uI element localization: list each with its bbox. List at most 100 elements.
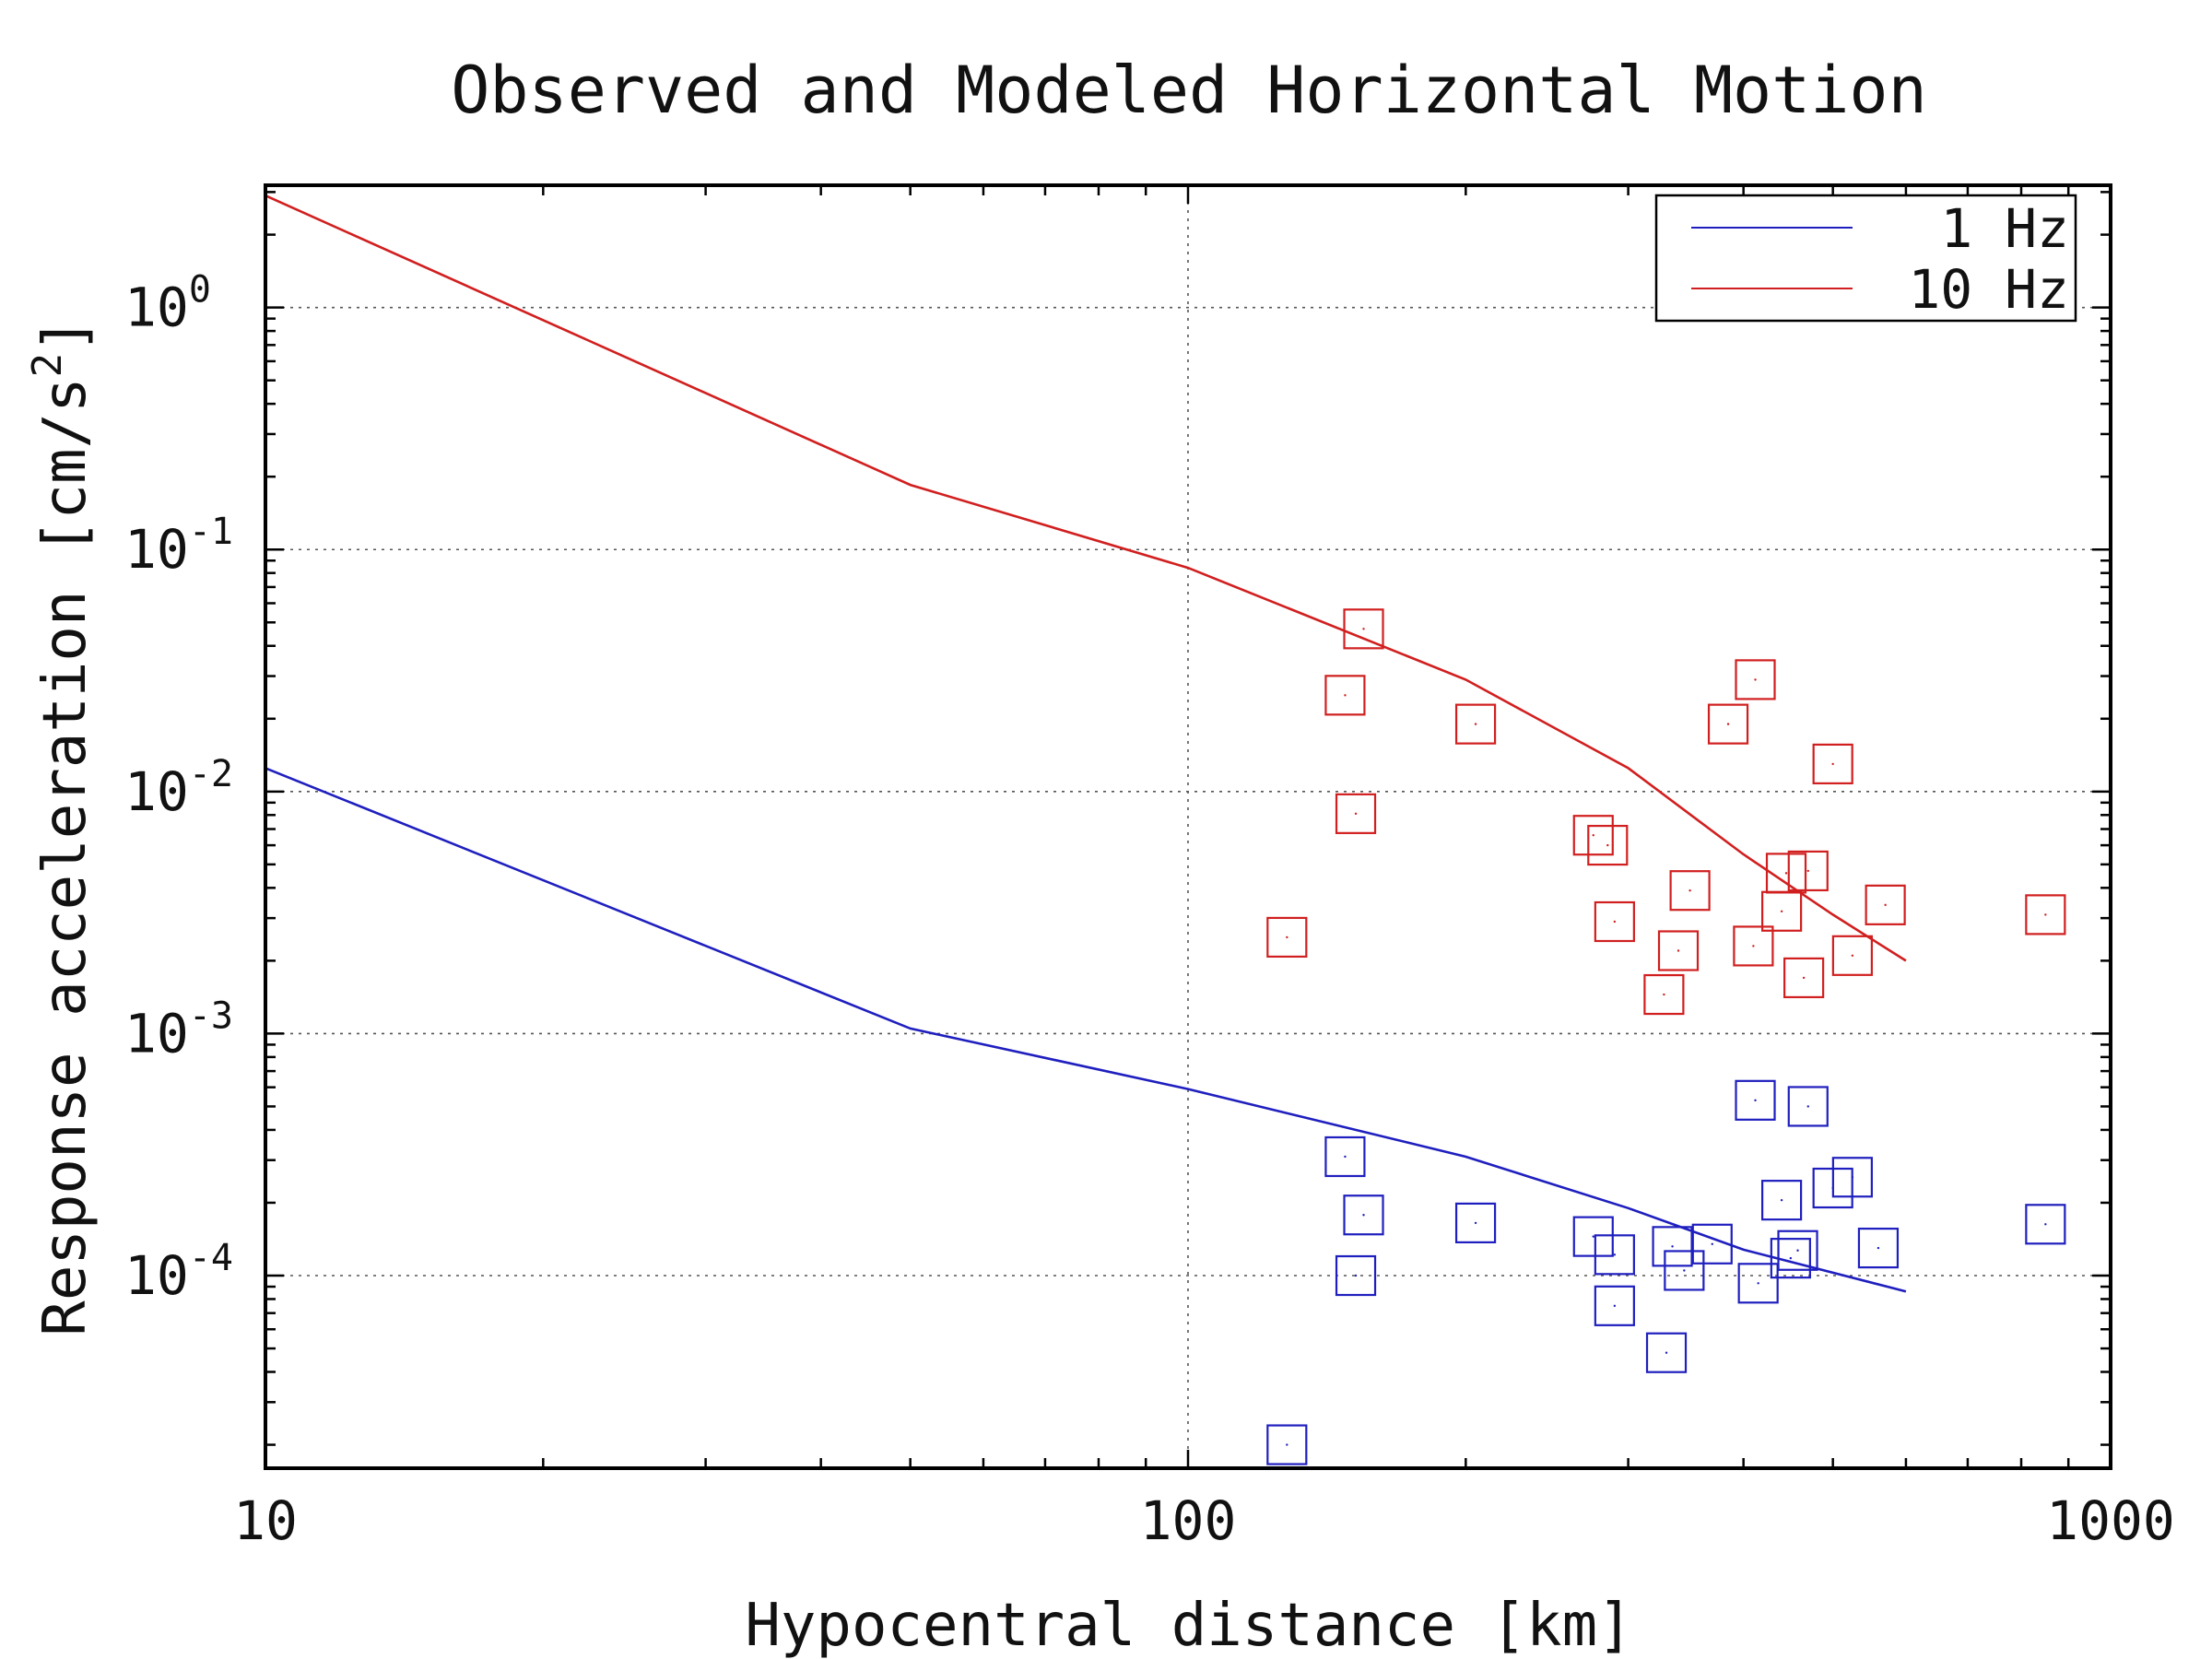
observed-point-1hz <box>1796 1249 1799 1252</box>
observed-marker-10hz <box>1735 659 1776 700</box>
observed-marker-1hz <box>1770 1238 1811 1279</box>
y-tick-label-exponent: -1 <box>189 511 233 553</box>
observed-point-1hz <box>1754 1099 1757 1102</box>
y-tick-label: 10-3 <box>124 994 233 1065</box>
observed-point-1hz <box>1286 1443 1288 1446</box>
observed-point-1hz <box>1474 1221 1477 1225</box>
observed-point-1hz <box>1671 1245 1674 1248</box>
observed-point-1hz <box>1592 1235 1594 1238</box>
observed-marker-1hz <box>1594 1234 1635 1276</box>
observed-point-1hz <box>1613 1304 1617 1308</box>
observed-marker-1hz <box>1454 1202 1497 1244</box>
observed-point-1hz <box>1354 1274 1358 1277</box>
observed-marker-10hz <box>1572 815 1614 856</box>
y-tick-label-exponent: -3 <box>189 994 233 1037</box>
observed-marker-1hz <box>1652 1226 1693 1267</box>
observed-point-10hz <box>1806 869 1809 873</box>
observed-point-1hz <box>1344 1155 1347 1159</box>
y-tick-label: 10-1 <box>124 511 233 581</box>
observed-marker-10hz <box>1831 935 1873 976</box>
observed-marker-1hz <box>1343 1194 1384 1236</box>
observed-marker-1hz <box>1664 1250 1705 1291</box>
observed-point-10hz <box>1784 872 1788 875</box>
observed-marker-1hz <box>1266 1424 1308 1465</box>
observed-point-1hz <box>1665 1351 1668 1354</box>
y-tick-label-exponent: 0 <box>189 269 211 312</box>
observed-point-10hz <box>1606 843 1609 847</box>
chart-title: Observed and Modeled Horizontal Motion <box>451 53 1926 128</box>
legend-label-10hz: 10 Hz <box>1908 258 2069 321</box>
y-axis-label-main: Response acceleration [cm/s <box>31 377 100 1335</box>
y-axis-label-end: ] <box>31 317 100 353</box>
observed-point-1hz <box>1362 1214 1365 1217</box>
observed-point-10hz <box>1780 910 1783 912</box>
observed-point-1hz <box>1757 1282 1759 1285</box>
model-lines <box>265 194 1907 1293</box>
observed-point-10hz <box>1354 812 1358 816</box>
y-tick-label-base: 10 <box>124 1244 189 1307</box>
y-tick-label: 10-4 <box>124 1237 233 1307</box>
observed-marker-1hz <box>1735 1079 1776 1121</box>
y-axis-label: Response acceleration [cm/s2] <box>24 317 100 1335</box>
x-axis-label: Hypocentral distance [km] <box>745 1592 1632 1659</box>
x-tick-label: 1000 <box>2046 1489 2175 1552</box>
observed-point-10hz <box>1362 628 1365 630</box>
y-tick-label-exponent: -4 <box>189 1237 233 1279</box>
observed-marker-1hz <box>1857 1227 1900 1269</box>
observed-point-10hz <box>1754 678 1757 681</box>
y-tick-label-exponent: -2 <box>189 753 233 795</box>
observed-markers <box>1266 608 2066 1465</box>
y-tick-label-base: 10 <box>124 760 189 823</box>
observed-point-10hz <box>1474 723 1477 725</box>
observed-point-1hz <box>1806 1105 1809 1108</box>
observed-marker-1hz <box>1335 1254 1377 1297</box>
x-tick-label: 100 <box>1140 1489 1237 1552</box>
observed-marker-10hz <box>1707 703 1749 745</box>
observed-point-1hz <box>1789 1256 1793 1260</box>
observed-marker-1hz <box>2025 1204 2066 1245</box>
observed-marker-10hz <box>1643 973 1685 1016</box>
legend: 1 Hz 10 Hz <box>1654 194 2077 323</box>
y-tick-label-base: 10 <box>124 518 189 581</box>
observed-marker-1hz <box>1572 1216 1614 1257</box>
observed-marker-10hz <box>1812 743 1853 785</box>
observed-marker-10hz <box>1865 884 1906 925</box>
observed-marker-10hz <box>1669 870 1711 912</box>
observed-marker-10hz <box>2025 894 2066 935</box>
observed-point-10hz <box>2044 913 2047 916</box>
observed-marker-10hz <box>1343 608 1384 650</box>
y-tick-label: 10-2 <box>124 753 233 823</box>
y-tick-label-base: 10 <box>124 276 189 339</box>
observed-point-10hz <box>1831 762 1834 766</box>
plot-frame <box>264 183 2112 1470</box>
x-tick-label: 10 <box>233 1489 298 1552</box>
observed-marker-10hz <box>1733 925 1774 967</box>
observed-point-1hz <box>1851 1176 1854 1179</box>
observed-point-1hz <box>1711 1242 1713 1245</box>
observed-marker-10hz <box>1787 850 1829 892</box>
legend-label-1hz: 1 Hz <box>1940 197 2069 260</box>
observed-point-10hz <box>1677 949 1680 952</box>
observed-marker-10hz <box>1765 853 1807 894</box>
y-tick-label-base: 10 <box>124 1002 189 1065</box>
observed-marker-1hz <box>1760 1180 1803 1221</box>
observed-point-10hz <box>1726 723 1730 725</box>
observed-marker-1hz <box>1645 1332 1688 1373</box>
observed-marker-10hz <box>1657 930 1700 971</box>
observed-marker-10hz <box>1783 957 1825 999</box>
observed-point-10hz <box>1592 834 1594 837</box>
observed-marker-10hz <box>1335 793 1377 834</box>
observed-marker-10hz <box>1266 916 1308 959</box>
observed-marker-10hz <box>1587 824 1629 866</box>
observed-marker-10hz <box>1454 703 1497 745</box>
y-axis-label-sup: 2 <box>24 353 71 378</box>
observed-marker-1hz <box>1787 1086 1829 1127</box>
observed-point-10hz <box>1752 945 1755 947</box>
observed-point-10hz <box>1884 903 1887 907</box>
observed-point-1hz <box>1683 1269 1686 1272</box>
observed-point-10hz <box>1613 920 1617 924</box>
observed-marker-1hz <box>1777 1230 1818 1271</box>
